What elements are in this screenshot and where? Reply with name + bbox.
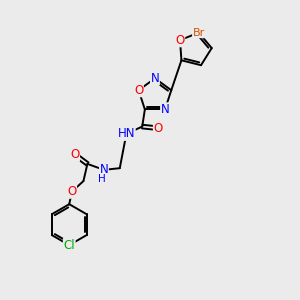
Text: O: O — [70, 148, 80, 161]
Text: N: N — [151, 72, 159, 85]
Text: N: N — [100, 163, 108, 176]
Text: H: H — [98, 174, 106, 184]
Text: Br: Br — [193, 28, 205, 38]
Text: O: O — [67, 185, 76, 198]
Text: HN: HN — [118, 127, 135, 140]
Text: N: N — [161, 103, 170, 116]
Text: O: O — [134, 84, 143, 97]
Text: Cl: Cl — [63, 238, 75, 252]
Text: O: O — [176, 34, 184, 47]
Text: O: O — [153, 122, 163, 135]
